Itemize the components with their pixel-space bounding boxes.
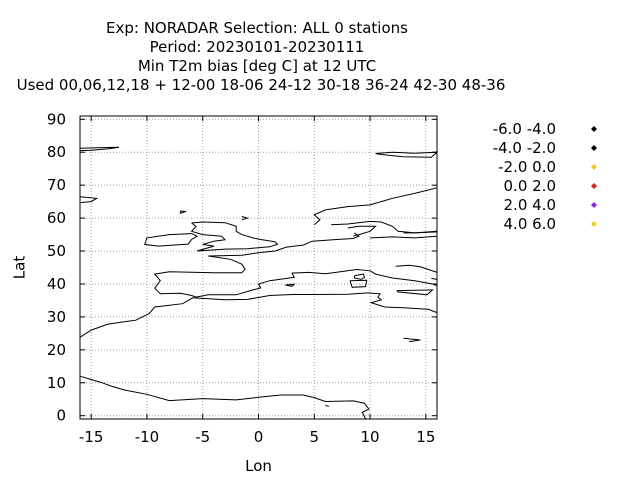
coastline-map bbox=[79, 146, 439, 420]
y-tick-label: 10 bbox=[47, 374, 66, 392]
y-tick-label: 80 bbox=[47, 143, 66, 161]
legend-marker bbox=[591, 145, 597, 151]
x-axis-label: Lon bbox=[245, 457, 272, 475]
coastline bbox=[79, 196, 99, 204]
title-line: Used 00,06,12,18 + 12-00 18-06 24-12 30-… bbox=[17, 76, 506, 94]
y-axis-label: Lat bbox=[11, 256, 29, 280]
legend-marker bbox=[591, 221, 597, 227]
y-tick-label: 30 bbox=[47, 308, 66, 326]
coastline bbox=[396, 289, 434, 296]
coastline bbox=[347, 225, 377, 237]
legend-marker bbox=[591, 164, 597, 170]
coastline bbox=[353, 273, 366, 280]
legend-label: -4.0 -2.0 bbox=[493, 139, 556, 157]
y-tick-label: 0 bbox=[56, 407, 66, 425]
x-tick-label: -10 bbox=[135, 428, 160, 446]
x-tick-label: -5 bbox=[195, 428, 210, 446]
coastline bbox=[370, 235, 438, 239]
coastline bbox=[349, 279, 368, 288]
coastline bbox=[179, 210, 187, 214]
y-tick-label: 20 bbox=[47, 341, 66, 359]
coastline bbox=[313, 187, 438, 226]
legend-label: 2.0 4.0 bbox=[504, 196, 556, 214]
coastline bbox=[79, 375, 370, 420]
y-tick-label: 60 bbox=[47, 209, 66, 227]
x-tick-label: 0 bbox=[254, 428, 264, 446]
coastline bbox=[395, 264, 438, 273]
legend-label: 4.0 6.0 bbox=[504, 215, 556, 233]
coastline bbox=[190, 221, 279, 252]
legend-marker bbox=[591, 183, 597, 189]
y-tick-label: 50 bbox=[47, 242, 66, 260]
x-tick-label: 5 bbox=[310, 428, 320, 446]
y-tick-label: 40 bbox=[47, 275, 66, 293]
title-line: Exp: NORADAR Selection: ALL 0 stations bbox=[106, 19, 408, 37]
x-tick-label: -15 bbox=[79, 428, 104, 446]
title-line: Min T2m bias [deg C] at 12 UTC bbox=[138, 57, 376, 75]
coastline bbox=[403, 231, 438, 234]
coastline bbox=[208, 232, 360, 257]
coastline bbox=[241, 216, 250, 221]
coastline bbox=[330, 220, 438, 234]
y-tick-label: 70 bbox=[47, 176, 66, 194]
legend-marker bbox=[591, 126, 597, 132]
x-tick-label: 15 bbox=[416, 428, 435, 446]
legend-label: -6.0 -4.0 bbox=[493, 120, 556, 138]
coastline bbox=[403, 337, 421, 343]
y-tick-label: 90 bbox=[47, 110, 66, 128]
x-tick-label: 10 bbox=[361, 428, 380, 446]
title-line: Period: 20230101-20230111 bbox=[150, 38, 365, 56]
coastline bbox=[79, 292, 438, 338]
coastline bbox=[79, 146, 120, 152]
coastline bbox=[285, 283, 296, 287]
legend: -6.0 -4.0-4.0 -2.0-2.0 0.00.0 2.02.0 4.0… bbox=[493, 120, 597, 233]
coastline bbox=[431, 277, 438, 280]
coastline bbox=[153, 255, 438, 298]
legend-label: 0.0 2.0 bbox=[504, 177, 556, 195]
coastline bbox=[144, 233, 199, 247]
coastline bbox=[325, 404, 329, 407]
legend-label: -2.0 0.0 bbox=[498, 158, 556, 176]
legend-marker bbox=[591, 202, 597, 208]
coastline bbox=[375, 151, 439, 158]
